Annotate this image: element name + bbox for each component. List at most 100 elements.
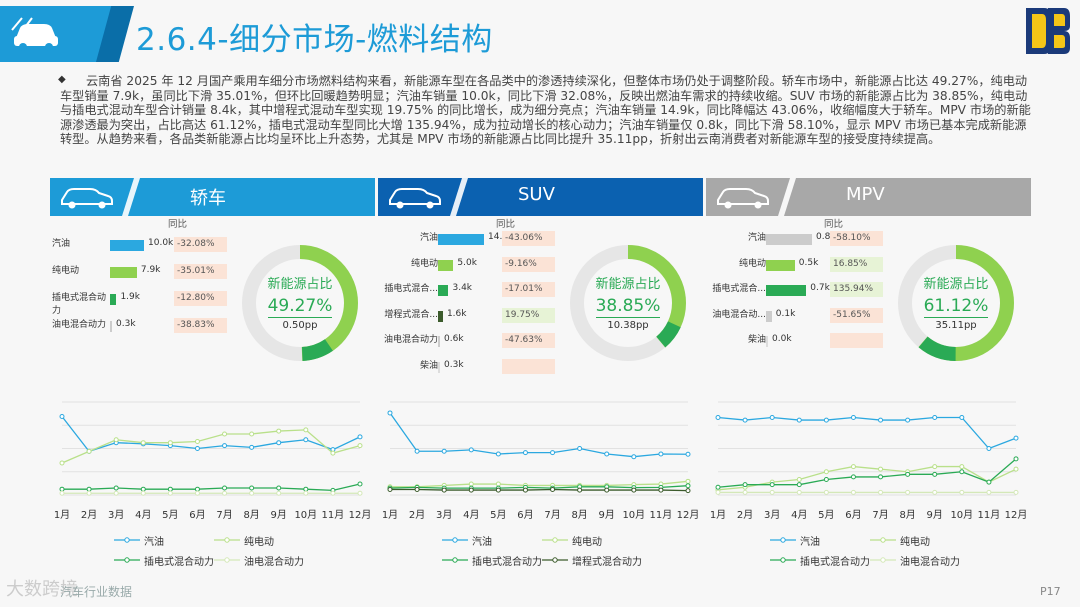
- row-yoy: [830, 333, 883, 348]
- data-point: [194, 439, 200, 445]
- data-point: [194, 486, 200, 492]
- data-point: [905, 489, 911, 495]
- row-label: 插电式混合动力: [52, 293, 107, 316]
- row-label: 纯电动: [738, 258, 766, 269]
- footer-subtext: 汽车行业数据: [60, 585, 133, 599]
- series-line-汽油: [61, 416, 361, 453]
- row-yoy: -17.01%: [502, 282, 555, 297]
- data-point: [658, 451, 664, 457]
- data-point: [140, 490, 146, 496]
- x-tick-label: 12月: [348, 510, 372, 521]
- data-point: [850, 474, 856, 480]
- data-point: [330, 450, 336, 456]
- data-point: [59, 414, 65, 420]
- row-bar: [110, 240, 144, 251]
- monthly-line-chart: [715, 401, 1019, 496]
- row-yoy: 19.75%: [502, 307, 555, 323]
- data-point: [715, 484, 721, 490]
- row-yoy: -35.01%: [174, 264, 227, 279]
- data-point: [167, 490, 173, 496]
- legend-swatch: [442, 557, 468, 563]
- x-tick-label: 1月: [709, 510, 727, 521]
- x-tick-label: 12月: [676, 510, 700, 521]
- legend-swatch: [870, 537, 896, 543]
- x-tick-label: 7月: [544, 510, 561, 521]
- data-point: [495, 481, 501, 487]
- x-tick-label: 10月: [950, 510, 974, 521]
- series-line-纯电动: [717, 465, 1017, 491]
- series-line-插电式混合动力: [717, 458, 1017, 488]
- row-bar: [766, 310, 772, 322]
- x-tick-label: 8月: [243, 510, 260, 521]
- data-point: [249, 490, 255, 496]
- legend-label: 油电混合动力: [244, 557, 304, 568]
- data-point: [468, 481, 474, 487]
- x-tick-label: 11月: [977, 510, 1001, 521]
- data-point: [414, 448, 420, 454]
- car-icon: [717, 188, 769, 209]
- row-label: 纯电动: [52, 266, 80, 276]
- data-point: [167, 440, 173, 446]
- x-tick-label: 1月: [381, 510, 399, 521]
- row-yoy: -9.16%: [502, 256, 555, 272]
- x-tick-label: 3月: [763, 510, 781, 521]
- data-point: [113, 485, 119, 491]
- panel-header-bar: [50, 178, 375, 216]
- row-label: 插电式混合...: [712, 284, 766, 294]
- row-yoy: [502, 358, 555, 374]
- data-point: [878, 489, 884, 495]
- data-point: [357, 434, 363, 440]
- data-point: [959, 464, 965, 470]
- data-point: [276, 485, 282, 491]
- data-point: [850, 464, 856, 470]
- row-label: 汽油: [747, 233, 766, 243]
- x-tick-label: 1月: [53, 510, 71, 521]
- data-point: [86, 448, 92, 454]
- ring-change: 35.11pp: [935, 320, 977, 331]
- data-point: [959, 489, 965, 495]
- row-yoy: -38.83%: [174, 318, 227, 333]
- monthly-line-chart: [59, 401, 363, 496]
- data-point: [742, 417, 748, 423]
- data-point: [303, 437, 309, 443]
- ring-change: 0.50pp: [282, 320, 318, 331]
- x-tick-label: 2月: [408, 510, 426, 521]
- ring-value: 38.85%: [595, 296, 661, 316]
- data-point: [86, 486, 92, 492]
- row-label: 汽油: [419, 233, 438, 243]
- data-point: [986, 446, 992, 451]
- legend-label: 插电式混合动力: [144, 557, 214, 568]
- x-tick-label: 4月: [135, 510, 152, 521]
- x-tick-label: 2月: [736, 510, 754, 521]
- x-tick-label: 10月: [622, 510, 646, 521]
- yoy-header: 同比: [496, 219, 516, 230]
- row-label: 油电混合动力: [383, 335, 438, 345]
- data-point: [932, 464, 938, 470]
- car-icon: [11, 17, 58, 51]
- legend-swatch: [114, 557, 140, 563]
- data-point: [194, 446, 200, 451]
- row-value: 0.3k: [116, 319, 136, 329]
- data-point: [522, 487, 528, 493]
- row-label: 增程式混合...: [384, 309, 438, 320]
- data-point: [631, 454, 637, 460]
- data-point: [468, 487, 474, 493]
- x-tick-label: 9月: [598, 510, 615, 521]
- data-point: [959, 415, 965, 420]
- data-point: [878, 417, 884, 423]
- row-bar: [766, 234, 812, 245]
- legend-swatch: [442, 537, 468, 543]
- legend-swatch: [770, 557, 796, 563]
- row-bar: [438, 234, 484, 245]
- row-value: 3.4k: [452, 283, 473, 293]
- legend-swatch: [870, 557, 896, 563]
- legend-label: 纯电动: [900, 537, 930, 548]
- legend-label: 插电式混合动力: [800, 557, 870, 568]
- series-line-插电式混合动力: [62, 483, 361, 492]
- data-point: [685, 488, 691, 494]
- x-tick-label: 5月: [818, 510, 835, 521]
- data-point: [441, 448, 447, 454]
- data-point: [823, 477, 829, 482]
- ring-value: 49.27%: [267, 296, 333, 316]
- data-point: [140, 440, 146, 446]
